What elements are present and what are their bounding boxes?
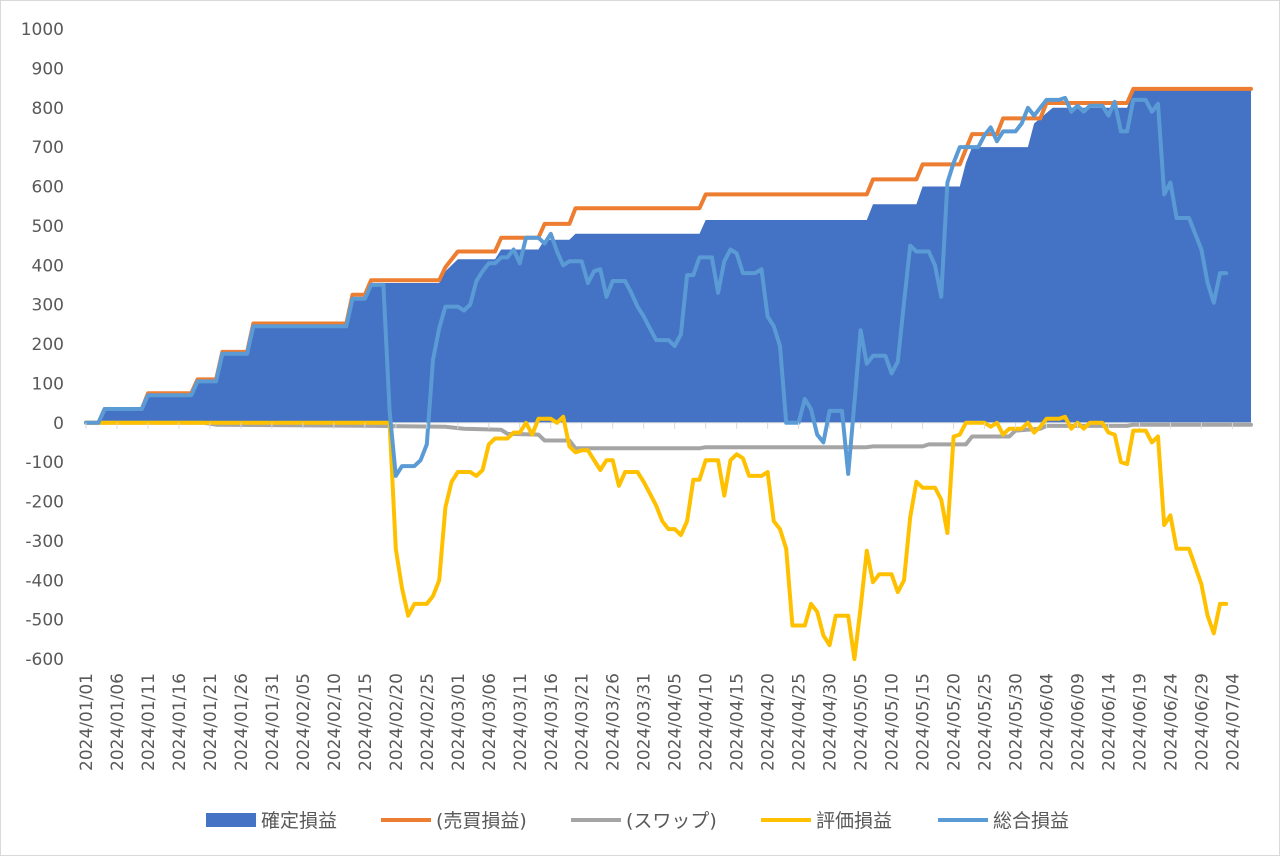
x-tick-label: 2024/01/26 bbox=[232, 673, 252, 771]
x-tick-label: 2024/02/25 bbox=[418, 673, 438, 771]
x-tick-label: 2024/03/21 bbox=[573, 673, 593, 771]
legend-label: 評価損益 bbox=[816, 810, 892, 832]
y-tick-label: 300 bbox=[32, 296, 64, 316]
x-tick-label: 2024/04/20 bbox=[759, 673, 779, 771]
x-tick-label: 2024/06/19 bbox=[1131, 673, 1151, 771]
legend-label: (売買損益) bbox=[436, 810, 527, 832]
x-tick-label: 2024/01/11 bbox=[139, 673, 159, 771]
x-tick-label: 2024/05/05 bbox=[852, 673, 872, 771]
area-layer bbox=[86, 90, 1251, 423]
x-tick-label: 2024/07/04 bbox=[1223, 673, 1243, 771]
x-tick-label: 2024/03/26 bbox=[604, 673, 624, 771]
y-tick-label: 700 bbox=[32, 138, 64, 158]
x-tick-label: 2024/01/21 bbox=[201, 673, 221, 771]
x-tick-label: 2024/03/16 bbox=[542, 673, 562, 771]
series-line-4 bbox=[84, 95, 1229, 478]
legend-swatch-確定損益 bbox=[206, 813, 256, 827]
y-tick-label: -500 bbox=[25, 611, 64, 631]
x-tick-label: 2024/03/06 bbox=[480, 673, 500, 771]
y-tick-label: -200 bbox=[25, 493, 64, 513]
x-tick-label: 2024/06/09 bbox=[1069, 673, 1089, 771]
x-tick-label: 2024/01/16 bbox=[170, 673, 190, 771]
x-tick-label: 2024/05/15 bbox=[914, 673, 934, 771]
y-tick-label: 500 bbox=[32, 217, 64, 237]
y-tick-label: -600 bbox=[25, 650, 64, 670]
x-tick-label: 2024/02/05 bbox=[294, 673, 314, 771]
x-tick-label: 2024/04/10 bbox=[697, 673, 717, 771]
x-tick-label: 2024/05/30 bbox=[1007, 673, 1027, 771]
x-tick-label: 2024/06/04 bbox=[1038, 673, 1058, 771]
y-tick-label: 100 bbox=[32, 374, 64, 394]
y-axis-ticks: 10009008007006005004003002001000-100-200… bbox=[21, 20, 64, 670]
x-tick-label: 2024/04/15 bbox=[728, 673, 748, 771]
series-line-3 bbox=[84, 414, 1229, 661]
y-tick-label: 600 bbox=[32, 178, 64, 198]
y-tick-label: -400 bbox=[25, 571, 64, 591]
x-tick-label: 2024/01/06 bbox=[108, 673, 128, 771]
x-tick-label: 2024/01/01 bbox=[77, 673, 97, 771]
y-tick-label: 800 bbox=[32, 99, 64, 119]
y-tick-label: -100 bbox=[25, 453, 64, 473]
x-tick-label: 2024/06/29 bbox=[1192, 673, 1212, 771]
legend: 確定損益 (売買損益) (スワップ) 評価損益 総合損益 bbox=[206, 810, 1069, 832]
y-tick-label: -300 bbox=[25, 532, 64, 552]
x-axis-ticks: 2024/01/01 2024/01/06 2024/01/11 2024/01/16… bbox=[77, 422, 1243, 771]
y-tick-label: 0 bbox=[53, 414, 64, 434]
legend-label: 確定損益 bbox=[261, 810, 337, 832]
y-tick-label: 400 bbox=[32, 256, 64, 276]
x-tick-label: 2024/04/05 bbox=[666, 673, 686, 771]
x-tick-label: 2024/06/24 bbox=[1161, 673, 1181, 771]
y-tick-label: 200 bbox=[32, 335, 64, 355]
x-tick-label: 2024/05/10 bbox=[883, 673, 903, 771]
y-tick-label: 1000 bbox=[21, 20, 64, 40]
x-tick-label: 2024/04/30 bbox=[821, 673, 841, 771]
series-area-0 bbox=[86, 90, 1251, 423]
x-tick-label: 2024/02/20 bbox=[387, 673, 407, 771]
x-tick-label: 2024/02/15 bbox=[356, 673, 376, 771]
x-tick-label: 2024/03/11 bbox=[511, 673, 531, 771]
x-tick-label: 2024/03/31 bbox=[635, 673, 655, 771]
x-tick-label: 2024/01/31 bbox=[263, 673, 283, 771]
x-tick-label: 2024/04/25 bbox=[790, 673, 810, 771]
x-tick-label: 2024/02/10 bbox=[325, 673, 345, 771]
legend-label: 総合損益 bbox=[993, 810, 1069, 832]
y-tick-label: 900 bbox=[32, 59, 64, 79]
lines-layer bbox=[84, 86, 1253, 661]
x-tick-label: 2024/05/20 bbox=[945, 673, 965, 771]
x-tick-label: 2024/06/14 bbox=[1100, 673, 1120, 771]
legend-label: (スワップ) bbox=[626, 810, 717, 832]
x-tick-label: 2024/05/25 bbox=[976, 673, 996, 771]
x-tick-label: 2024/03/01 bbox=[449, 673, 469, 771]
